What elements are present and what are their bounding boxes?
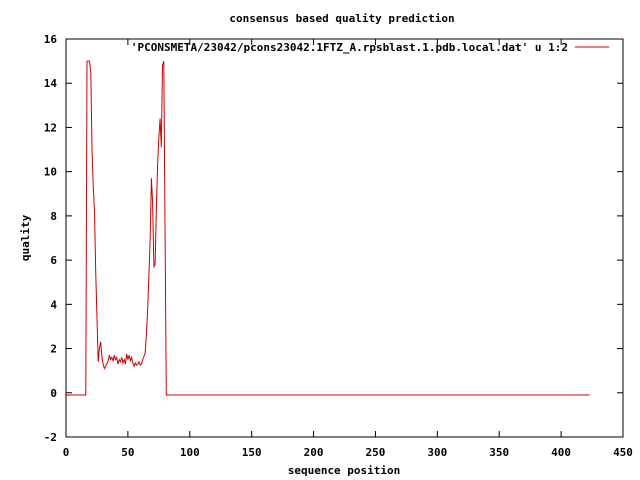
y-tick-label: 10 — [44, 166, 57, 179]
x-axis-ticks: 0 50 100 150 200 250 300 350 400 450 — [63, 39, 633, 459]
y-tick-label: -2 — [44, 431, 57, 444]
y-tick-label: 0 — [50, 387, 57, 400]
x-tick-label: 0 — [63, 446, 70, 459]
chart-title: consensus based quality prediction — [229, 12, 454, 25]
y-tick-label: 4 — [50, 298, 57, 311]
x-tick-label: 350 — [489, 446, 509, 459]
x-tick-label: 250 — [366, 446, 386, 459]
x-axis-label: sequence position — [288, 464, 401, 477]
legend-label: 'PCONSMETA/23042/pcons23042.1FTZ_A.rpsbl… — [131, 41, 568, 54]
y-tick-label: 2 — [50, 343, 57, 356]
y-tick-label: 6 — [50, 254, 57, 267]
y-tick-label: 8 — [50, 210, 57, 223]
x-tick-label: 400 — [551, 446, 571, 459]
y-tick-label: 12 — [44, 121, 57, 134]
x-tick-label: 200 — [304, 446, 324, 459]
y-axis-ticks: -2 0 2 4 6 8 10 12 14 16 — [44, 33, 623, 444]
x-tick-label: 300 — [427, 446, 447, 459]
x-tick-label: 50 — [121, 446, 134, 459]
x-tick-label: 150 — [242, 446, 262, 459]
plot-frame — [65, 38, 624, 438]
x-tick-label: 100 — [180, 446, 200, 459]
y-tick-label: 14 — [44, 77, 58, 90]
y-tick-label: 16 — [44, 33, 58, 46]
series-line — [66, 60, 590, 396]
x-tick-label: 450 — [613, 446, 633, 459]
y-axis-label: quality — [19, 214, 32, 261]
